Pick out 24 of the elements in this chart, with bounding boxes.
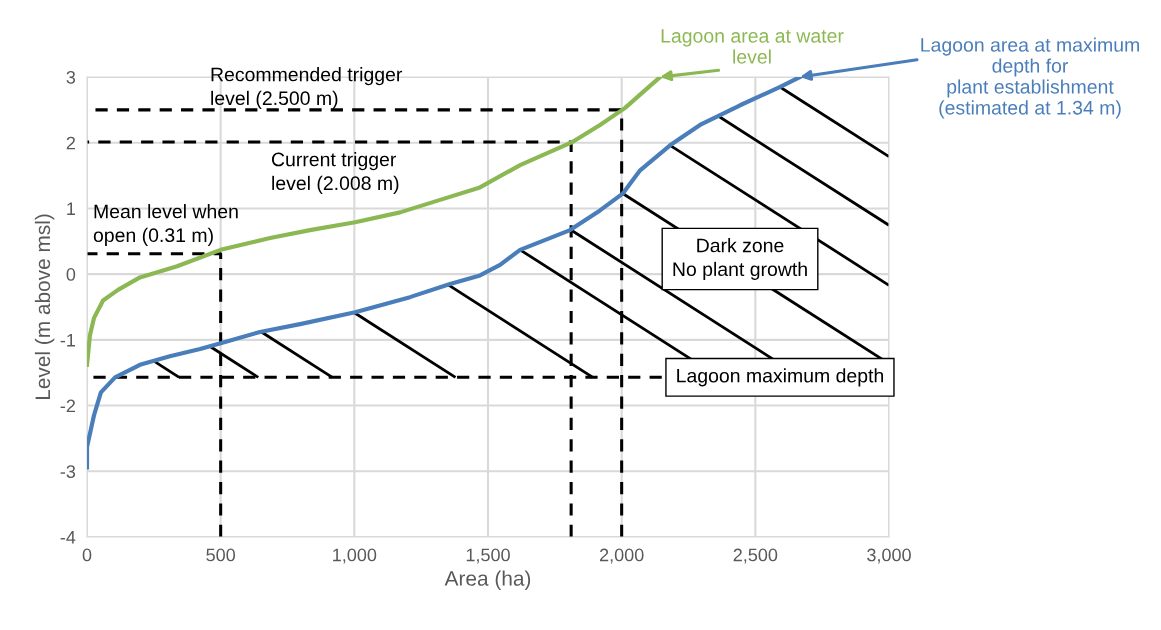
y-tick-label: 2 — [66, 136, 75, 150]
y-tick-label: -1 — [60, 333, 76, 347]
annotation: Current trigger level (2.008 m) — [271, 152, 399, 194]
annotation: Mean level when open (0.31 m) — [93, 204, 238, 246]
x-tick-label: 2,500 — [733, 548, 778, 564]
annotation: Dark zone No plant growth — [673, 238, 807, 280]
x-axis-title: Area (ha) — [444, 570, 531, 590]
y-tick-label: -3 — [60, 465, 76, 479]
y-tick-label: -4 — [60, 531, 76, 544]
x-tick-label: 1,500 — [466, 548, 510, 564]
x-tick-label: 3,000 — [867, 548, 911, 564]
y-tick-label: 3 — [66, 70, 76, 84]
annotation: Recommended trigger level (2.500 m) — [211, 67, 403, 109]
y-tick-label: -2 — [60, 399, 75, 413]
annotation: Lagoon area at maximum depth for plant establishment (estimated at 1.34 m) — [921, 37, 1139, 119]
annotation: Lagoon area at water level — [661, 29, 844, 64]
y-tick-label: 0 — [66, 268, 76, 281]
x-tick-label: 1,000 — [333, 548, 377, 564]
y-axis-title: Level (m above msl) — [34, 214, 55, 400]
x-tick-label: 500 — [206, 548, 236, 562]
annotation: Lagoon maximum depth — [677, 368, 883, 387]
y-tick-label: 1 — [67, 202, 76, 215]
x-tick-label: 0 — [82, 548, 92, 562]
x-tick-label: 2,000 — [599, 548, 644, 564]
